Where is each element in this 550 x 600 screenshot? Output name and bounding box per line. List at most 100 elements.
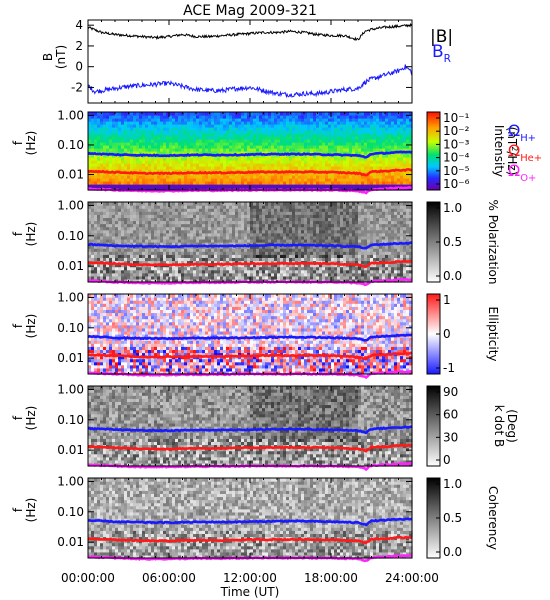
spectrogram-cell (274, 175, 278, 179)
spectrogram-cell (250, 187, 254, 191)
spectrogram-cell (184, 163, 188, 167)
spectrogram-cell (334, 121, 338, 125)
spectrogram-cell (136, 166, 140, 170)
spectrogram-cell (334, 148, 338, 152)
spectrogram-cell (184, 157, 188, 161)
spectrogram-cell (322, 136, 326, 140)
spectrogram-cell (352, 157, 356, 161)
spectrogram-cell (118, 175, 122, 179)
spectrogram-cell (145, 118, 149, 122)
spectrogram-cell (325, 118, 329, 122)
spectrogram-cell (370, 124, 374, 128)
spectrogram-cell (199, 160, 203, 164)
spectrogram-cell (271, 181, 275, 185)
spectrogram-cell (130, 157, 134, 161)
spectrogram-cell (205, 148, 209, 152)
spectrogram-cell (133, 166, 137, 170)
spectrogram-cell (88, 112, 92, 116)
spectrogram-cell (274, 163, 278, 167)
spectrogram-cell (346, 124, 350, 128)
spectrogram-cell (334, 178, 338, 182)
spectrogram-cell (187, 175, 191, 179)
spectrogram-cell (325, 139, 329, 143)
spectrogram-cell (334, 142, 338, 146)
spectrogram-cell (349, 157, 353, 161)
spectrogram-cell (361, 139, 365, 143)
spectrogram-cell (178, 139, 182, 143)
spectrogram-cell (262, 142, 266, 146)
spectrogram-cell (196, 133, 200, 137)
spectrogram-cell (94, 166, 98, 170)
spectrogram-cell (268, 145, 272, 149)
spectrogram-cell (187, 187, 191, 191)
spectrogram-cell (124, 118, 128, 122)
spectrogram-cell (352, 160, 356, 164)
spectrogram-cell (175, 115, 179, 119)
spectrogram-cell (355, 157, 359, 161)
spectrogram-cell (331, 136, 335, 140)
spectrogram-cell (97, 139, 101, 143)
spectrogram-cell (313, 175, 317, 179)
spectrogram-cell (157, 112, 161, 116)
y-tick-label: 0.01 (57, 168, 84, 182)
spectrogram-cell (163, 175, 167, 179)
spectrogram-cell (340, 166, 344, 170)
spectrogram-cell (130, 175, 134, 179)
spectrogram-cell (199, 130, 203, 134)
spectrogram-cell (331, 151, 335, 155)
spectrogram-cell (202, 163, 206, 167)
spectrogram-cell (316, 133, 320, 137)
spectrogram-cell (241, 175, 245, 179)
spectrogram-cell (88, 145, 92, 149)
spectrogram-cell (127, 142, 131, 146)
spectrogram-cell (238, 184, 242, 188)
spectrogram-cell (268, 166, 272, 170)
spectrogram-cell (361, 184, 365, 188)
spectrogram-cell (187, 112, 191, 116)
spectrogram-cell (88, 154, 92, 158)
spectrogram-cell (139, 124, 143, 128)
spectrogram-cell (349, 163, 353, 167)
spectrogram-cell (91, 175, 95, 179)
spectrogram-cell (295, 142, 299, 146)
spectrogram-cell (130, 181, 134, 185)
spectrogram-cell (232, 124, 236, 128)
spectrogram-cell (292, 157, 296, 161)
spectrogram-cell (91, 178, 95, 182)
spectrogram-cell (127, 166, 131, 170)
spectrogram-cell (292, 178, 296, 182)
spectrogram-cell (190, 157, 194, 161)
spectrogram-cell (139, 181, 143, 185)
spectrogram-cell (235, 124, 239, 128)
spectrogram-cell (154, 136, 158, 140)
spectrogram-cell (271, 133, 275, 137)
spectrogram-cell (136, 124, 140, 128)
spectrogram-cell (241, 160, 245, 164)
spectrogram-cell (226, 139, 230, 143)
spectrogram-cell (115, 115, 119, 119)
spectrogram-cell (112, 169, 116, 173)
spectrogram-cell (94, 184, 98, 188)
spectrogram-cell (265, 169, 269, 173)
spectrogram-cell (202, 112, 206, 116)
spectrogram-cell (178, 184, 182, 188)
spectrogram-cell (118, 151, 122, 155)
spectrogram-cell (100, 148, 104, 152)
spectrogram-cell (253, 178, 257, 182)
spectrogram-cell (331, 157, 335, 161)
spectrogram-cell (256, 121, 260, 125)
spectrogram-cell (163, 145, 167, 149)
spectrogram-cell (211, 115, 215, 119)
spectrogram-cell (262, 130, 266, 134)
spectrogram-cell (139, 178, 143, 182)
spectrogram-cell (265, 181, 269, 185)
spectrogram-cell (208, 142, 212, 146)
spectrogram-cell (259, 184, 263, 188)
spectrogram-cell (298, 166, 302, 170)
spectrogram-cell (115, 175, 119, 179)
spectrogram-cell (229, 184, 233, 188)
spectrogram-cell (232, 145, 236, 149)
spectrogram-cell (247, 139, 251, 143)
spectrogram-cell (160, 130, 164, 134)
spectrogram-cell (349, 142, 353, 146)
